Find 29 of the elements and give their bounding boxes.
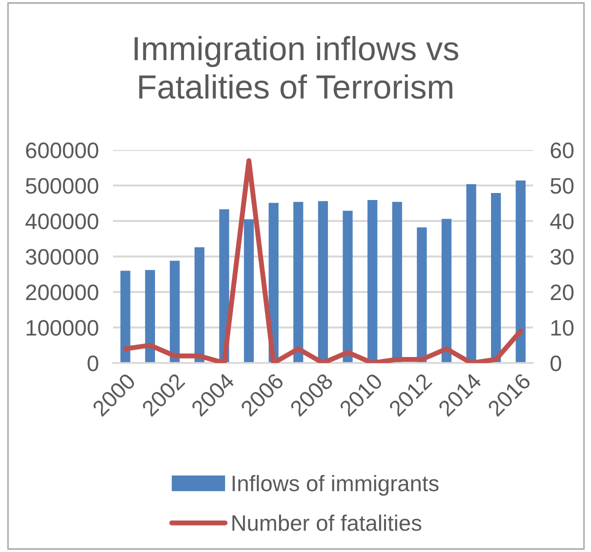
bar	[516, 180, 526, 363]
y2-tick-label: 0	[550, 356, 562, 372]
chart-title: Immigration inflows vs Fatalities of Terrorism	[134, 36, 458, 99]
y-tick-label: 300000	[26, 249, 98, 265]
bar	[244, 219, 254, 363]
y2-tick-label: 50	[550, 178, 574, 194]
bar	[491, 192, 501, 363]
bar	[145, 270, 155, 363]
bar	[170, 260, 180, 363]
bar	[120, 270, 130, 363]
bar	[194, 247, 204, 363]
y2-tick-label: 30	[550, 249, 574, 265]
legend-label: Inflows of immigrants	[232, 475, 439, 496]
y-tick-label: 600000	[26, 142, 98, 158]
y2-tick-label: 40	[550, 214, 574, 230]
line-series	[122, 158, 524, 363]
legend-label: Number of fatalities	[232, 514, 422, 531]
y-tick-label: 400000	[25, 214, 98, 230]
y-tick-label: 100000	[26, 320, 98, 336]
y-tick-label: 200000	[26, 284, 98, 300]
y-tick-label: 500000	[26, 178, 98, 194]
bar	[293, 202, 304, 363]
bar	[416, 227, 427, 363]
bar	[342, 210, 353, 363]
y-tick-label: 0	[88, 356, 98, 372]
bar	[442, 218, 452, 363]
y2-tick-label: 10	[551, 320, 574, 336]
y2-tick-label: 60	[550, 142, 574, 158]
y2-tick-label: 20	[550, 284, 574, 300]
